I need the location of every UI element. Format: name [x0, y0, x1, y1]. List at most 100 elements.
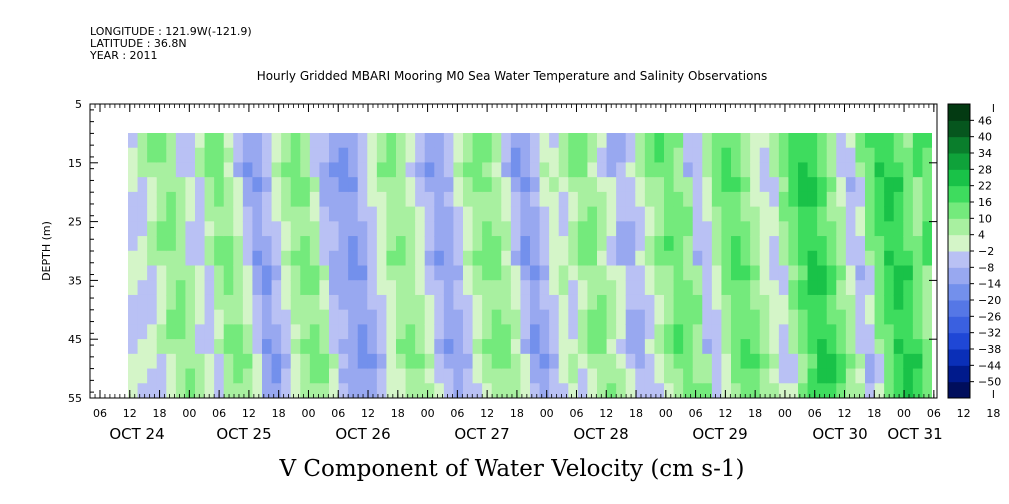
- heatmap-cell: [884, 339, 895, 355]
- heatmap-cell: [214, 324, 225, 340]
- x-hour-label: 00: [301, 407, 315, 420]
- heatmap-cell: [587, 250, 598, 267]
- heatmap-cell: [865, 383, 876, 398]
- heatmap-cell: [893, 221, 904, 237]
- y-tick-label: 45: [68, 333, 82, 346]
- heatmap-cell: [443, 280, 455, 296]
- heatmap-cell: [874, 353, 885, 370]
- heatmap-cell: [242, 191, 254, 208]
- heatmap-cell: [922, 162, 932, 178]
- y-tick-label: 35: [68, 274, 82, 287]
- heatmap-cell: [635, 221, 646, 237]
- heatmap-cell: [865, 368, 876, 384]
- heatmap-cell: [252, 383, 263, 398]
- heatmap-cell: [482, 236, 493, 252]
- heatmap-cell: [922, 191, 932, 208]
- heatmap-cell: [577, 324, 589, 340]
- heatmap-cell: [204, 206, 215, 222]
- heatmap-cell: [644, 177, 656, 193]
- heatmap-cell: [807, 353, 818, 370]
- heatmap-cell: [520, 339, 531, 355]
- heatmap-cell: [520, 280, 531, 296]
- heatmap-cell: [242, 294, 254, 311]
- heatmap-cell: [836, 206, 847, 222]
- heatmap-cell: [587, 294, 598, 311]
- heatmap-cell: [606, 191, 617, 208]
- heatmap-cell: [242, 339, 254, 355]
- heatmap-cell: [912, 265, 924, 281]
- heatmap-cell: [539, 147, 550, 164]
- heatmap-cell: [711, 339, 723, 355]
- heatmap-cell: [893, 191, 904, 208]
- heatmap-cell: [463, 147, 474, 164]
- heatmap-cell: [195, 191, 206, 208]
- heatmap-cell: [597, 368, 608, 384]
- heatmap-cell: [223, 133, 234, 149]
- heatmap-cell: [654, 162, 665, 178]
- heatmap-cell: [262, 339, 273, 355]
- heatmap-cell: [807, 133, 818, 149]
- heatmap-cell: [817, 324, 828, 340]
- heatmap-cell: [472, 324, 483, 340]
- heatmap-cell: [128, 383, 139, 398]
- heatmap-cell: [214, 250, 225, 267]
- heatmap-cell: [233, 309, 244, 325]
- heatmap-cell: [195, 324, 206, 340]
- x-hour-label: 12: [718, 407, 732, 420]
- heatmap-cell: [147, 147, 158, 164]
- heatmap-cell: [137, 162, 148, 178]
- heatmap-cell: [185, 368, 196, 384]
- heatmap-cell: [396, 368, 407, 384]
- heatmap-cell: [874, 133, 885, 149]
- heatmap-cell: [845, 265, 857, 281]
- heatmap-cell: [606, 236, 617, 252]
- heatmap-cell: [242, 133, 254, 149]
- heatmap-cell: [893, 162, 904, 178]
- heatmap-cell: [482, 309, 493, 325]
- heatmap-cell: [769, 368, 780, 384]
- heatmap-cell: [520, 353, 531, 370]
- heatmap-cell: [338, 236, 349, 252]
- heatmap-cell: [759, 294, 770, 311]
- heatmap-cell: [836, 265, 847, 281]
- heatmap-cell: [759, 324, 770, 340]
- heatmap-cell: [683, 280, 694, 296]
- heatmap-cell: [587, 221, 598, 237]
- heatmap-cell: [644, 353, 656, 370]
- heatmap-cell: [874, 236, 885, 252]
- heatmap-cell: [826, 353, 837, 370]
- colorbar-label: 46: [978, 114, 992, 127]
- heatmap-cell: [884, 250, 895, 267]
- heatmap-cell: [453, 221, 464, 237]
- heatmap-cell: [424, 368, 435, 384]
- heatmap-cell: [300, 339, 311, 355]
- heatmap-cell: [319, 191, 330, 208]
- heatmap-cell: [884, 368, 895, 384]
- colorbar-swatch: [948, 169, 970, 187]
- heatmap-cell: [826, 250, 837, 267]
- heatmap-cell: [702, 339, 713, 355]
- heatmap-cell: [539, 236, 550, 252]
- heatmap-cell: [664, 339, 675, 355]
- heatmap-cell: [185, 147, 196, 164]
- heatmap-cell: [214, 191, 225, 208]
- heatmap-cell: [903, 177, 914, 193]
- heatmap-cell: [376, 236, 388, 252]
- heatmap-cell: [865, 294, 876, 311]
- x-axis-title: V Component of Water Velocity (cm s-1): [279, 456, 745, 482]
- heatmap-cell: [262, 265, 273, 281]
- heatmap-cell: [903, 162, 914, 178]
- heatmap-cell: [510, 265, 522, 281]
- heatmap-cell: [702, 324, 713, 340]
- heatmap-cell: [357, 162, 368, 178]
- heatmap-cell: [348, 147, 359, 164]
- heatmap-cell: [482, 147, 493, 164]
- heatmap-cell: [587, 280, 598, 296]
- heatmap-cell: [185, 162, 196, 178]
- heatmap-cell: [491, 324, 502, 340]
- heatmap-cell: [740, 162, 751, 178]
- heatmap-cell: [463, 324, 474, 340]
- heatmap-cell: [357, 133, 368, 149]
- heatmap-cell: [644, 368, 656, 384]
- heatmap-cell: [329, 147, 340, 164]
